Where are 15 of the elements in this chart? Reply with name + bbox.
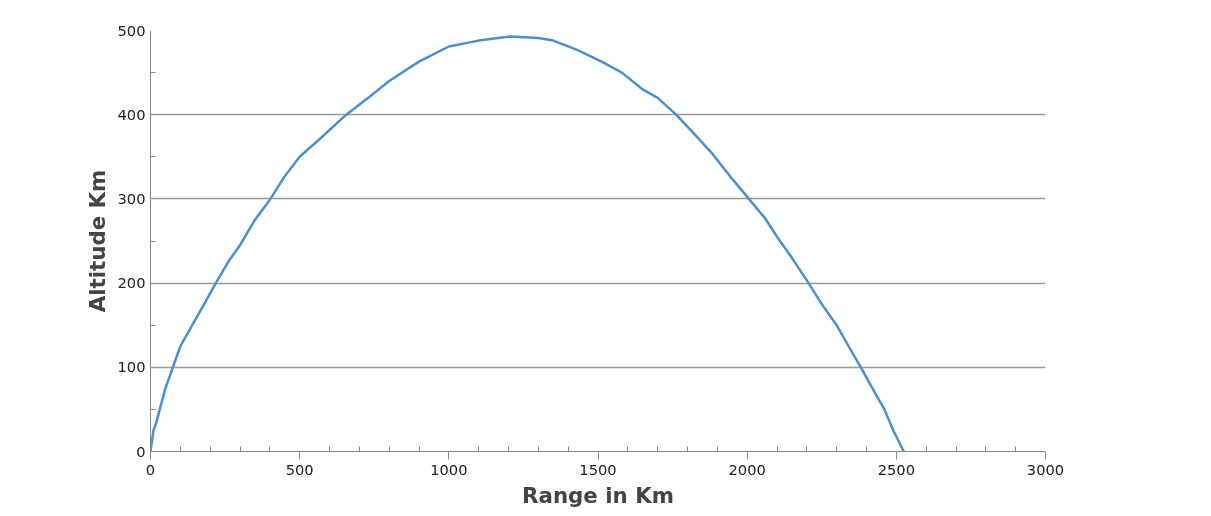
y-tick-label: 500 — [117, 21, 146, 39]
y-tick-label: 0 — [136, 442, 146, 460]
y-tick-label: 300 — [117, 189, 146, 207]
x-tick-label: 3000 — [1026, 460, 1065, 478]
x-tick-label: 1000 — [430, 460, 468, 478]
line-series — [150, 35, 906, 452]
y-axis-title: Altitude Km — [84, 169, 110, 313]
y-tick-label: 400 — [117, 105, 146, 123]
x-tick-label: 1500 — [579, 460, 617, 478]
y-tick-label: 100 — [117, 358, 146, 376]
y-tick-label: 200 — [117, 274, 146, 292]
x-tick-label: 500 — [285, 460, 314, 478]
x-tick-label: 2000 — [728, 460, 766, 478]
x-axis-title: Range in Km — [522, 482, 674, 508]
x-tick-label: 2500 — [877, 460, 915, 478]
